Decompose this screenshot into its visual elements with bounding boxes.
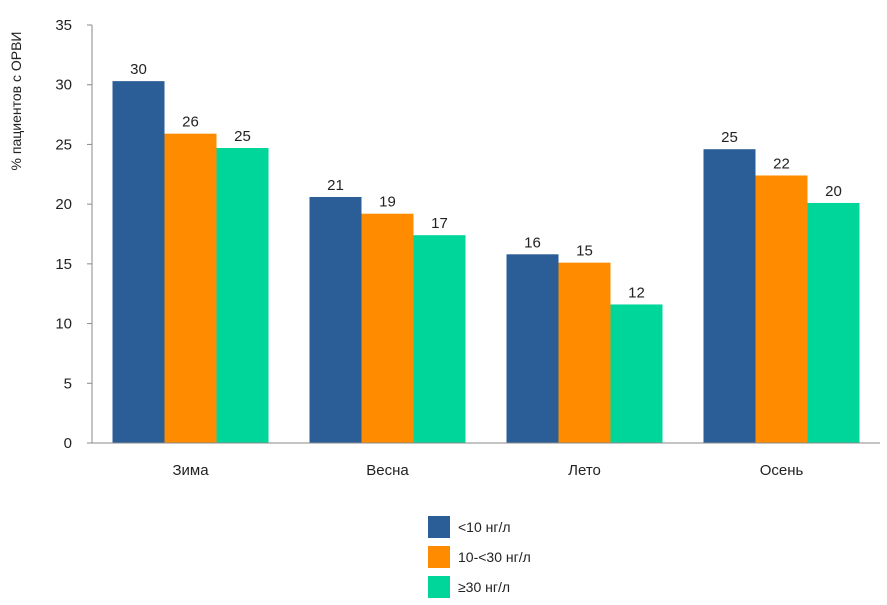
y-tick-label: 25 xyxy=(55,136,72,153)
bar xyxy=(610,304,663,443)
category-label: Лето xyxy=(568,462,601,479)
category-label: Весна xyxy=(366,462,409,479)
data-label: 21 xyxy=(327,177,344,194)
bar xyxy=(558,262,611,443)
data-label: 19 xyxy=(379,194,396,211)
y-tick-label: 10 xyxy=(55,316,72,333)
data-labels: 30 26 25 21 19 17 16 15 12 25 22 20 xyxy=(130,61,842,301)
bar xyxy=(164,133,217,443)
y-axis-title: % пациентов с ОРВИ xyxy=(8,32,24,171)
bar xyxy=(216,148,269,444)
bar xyxy=(506,254,559,443)
y-tick-label: 35 xyxy=(55,17,72,34)
data-label: 17 xyxy=(431,215,448,232)
legend-swatch xyxy=(428,546,450,568)
data-label: 25 xyxy=(721,129,738,146)
y-axis xyxy=(87,24,93,444)
bar xyxy=(703,149,756,443)
bar xyxy=(309,196,362,443)
data-label: 25 xyxy=(234,128,251,145)
data-label: 15 xyxy=(576,243,593,260)
data-label: 26 xyxy=(182,114,199,131)
category-label: Зима xyxy=(172,462,209,479)
legend-label: <10 нг/л xyxy=(458,519,511,535)
category-label: Осень xyxy=(760,462,804,479)
y-tick-labels: 0 5 10 15 20 25 30 35 xyxy=(55,17,72,452)
bar xyxy=(112,81,165,443)
bar xyxy=(361,213,414,443)
legend-swatch xyxy=(428,576,450,598)
data-label: 16 xyxy=(524,234,541,251)
y-tick-label: 30 xyxy=(55,77,72,94)
category-labels: Зима Весна Лето Осень xyxy=(172,462,803,479)
legend: <10 нг/л 10-<30 нг/л ≥30 нг/л xyxy=(428,516,531,598)
y-tick-label: 0 xyxy=(64,435,72,452)
legend-label: 10-<30 нг/л xyxy=(458,549,531,565)
data-label: 20 xyxy=(825,183,842,200)
bars xyxy=(112,81,860,444)
legend-label: ≥30 нг/л xyxy=(458,579,510,595)
bar xyxy=(755,175,808,444)
data-label: 12 xyxy=(628,284,645,301)
y-tick-label: 20 xyxy=(55,196,72,213)
data-label: 22 xyxy=(773,155,790,172)
data-label: 30 xyxy=(130,61,147,78)
bar xyxy=(413,235,466,443)
y-tick-label: 15 xyxy=(55,256,72,273)
y-tick-label: 5 xyxy=(64,375,72,392)
bar xyxy=(807,202,860,443)
legend-swatch xyxy=(428,516,450,538)
